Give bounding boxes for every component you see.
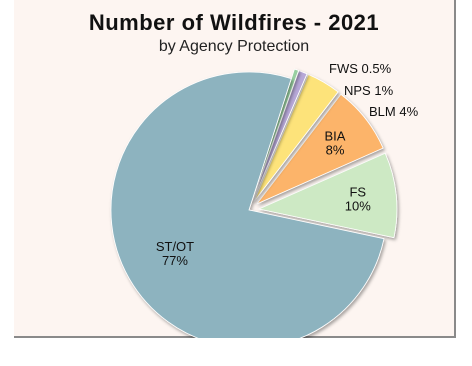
slice-label-st-ot: ST/OT (156, 239, 194, 254)
slice-value-st-ot: 77% (162, 253, 188, 268)
slice-label-blm: BLM 4% (369, 104, 419, 119)
pie-slices (110, 68, 398, 338)
slice-value-fs: 10% (345, 199, 371, 214)
chart-subtitle: by Agency Protection (158, 38, 310, 55)
slice-label-bia: BIA (325, 128, 346, 143)
pie-slice-st-ot (110, 71, 385, 338)
pie-slice-blm (253, 73, 339, 202)
pie-slice-fs (257, 152, 398, 239)
slice-label-fws: FWS 0.5% (329, 61, 392, 76)
slice-value-bia: 8% (326, 142, 345, 157)
pie-slice-nps (252, 70, 308, 201)
chart-frame: Number of Wildfires - 2021 by Agency Pro… (14, 0, 456, 338)
chart-title: Number of Wildfires - 2021 (88, 10, 380, 35)
pie-slice-bia (256, 93, 384, 205)
slice-label-nps: NPS 1% (344, 83, 394, 98)
pie-slice-fws (251, 68, 300, 201)
slice-label-fs: FS (349, 185, 366, 200)
